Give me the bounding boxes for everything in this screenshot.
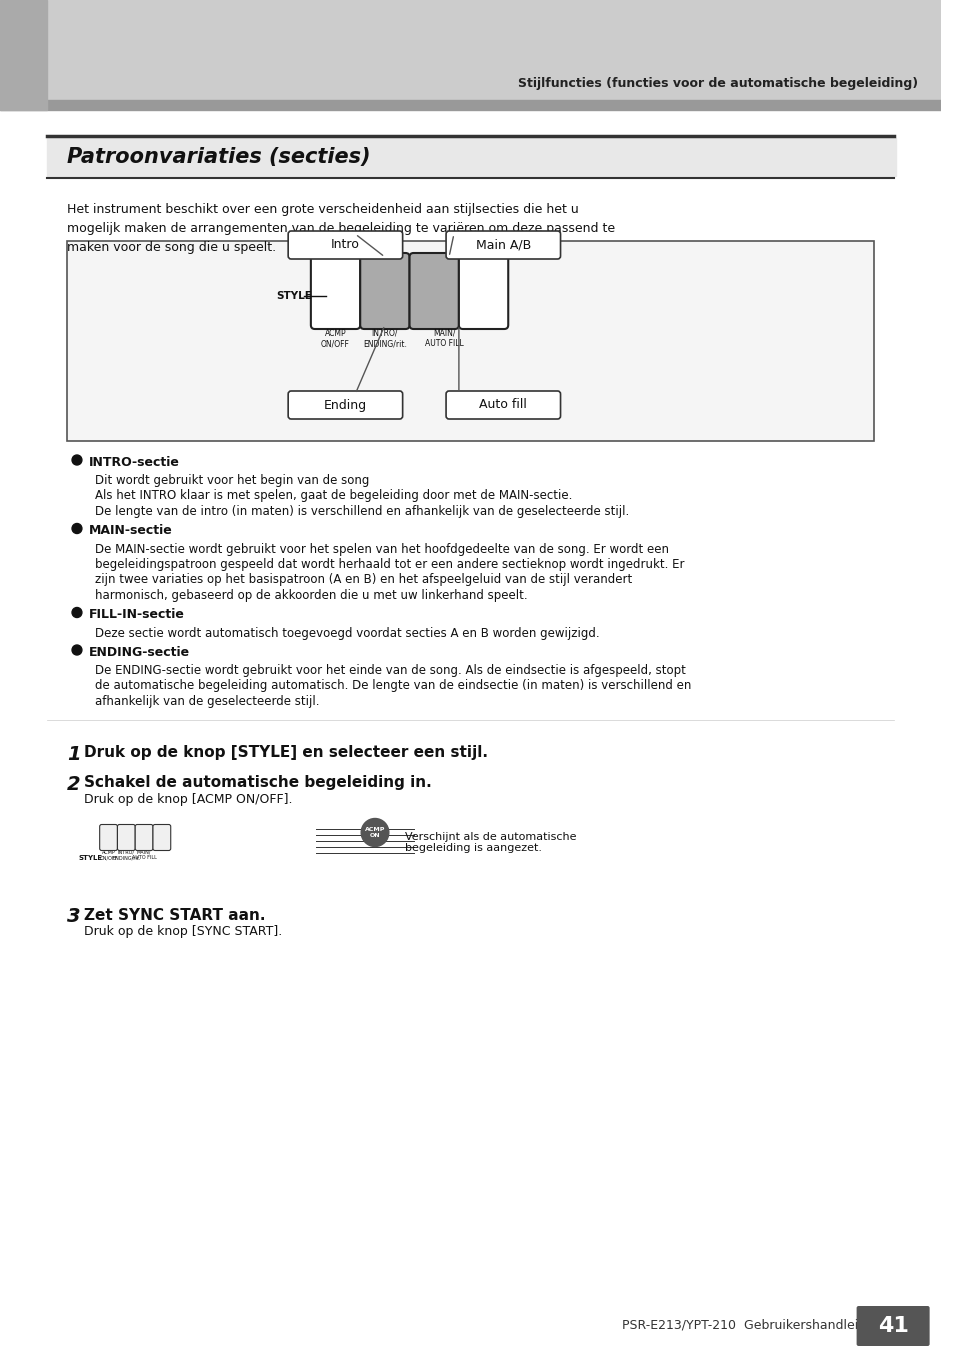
Text: STYLE: STYLE (276, 290, 312, 301)
Text: Het instrument beschikt over een grote verscheidenheid aan stijlsecties die het : Het instrument beschikt over een grote v… (67, 203, 578, 216)
FancyBboxPatch shape (856, 1306, 928, 1346)
Text: STYLE: STYLE (79, 855, 103, 862)
Text: 3: 3 (67, 908, 81, 927)
Text: Dit wordt gebruikt voor het begin van de song: Dit wordt gebruikt voor het begin van de… (94, 474, 369, 486)
Circle shape (72, 608, 82, 617)
FancyBboxPatch shape (446, 231, 560, 259)
Text: Patroonvariaties (secties): Patroonvariaties (secties) (67, 147, 370, 168)
Text: MAIN-sectie: MAIN-sectie (89, 524, 172, 538)
Text: maken voor de song die u speelt.: maken voor de song die u speelt. (67, 240, 276, 254)
FancyBboxPatch shape (117, 824, 135, 851)
Text: harmonisch, gebaseerd op de akkoorden die u met uw linkerhand speelt.: harmonisch, gebaseerd op de akkoorden di… (94, 589, 527, 603)
Text: de automatische begeleiding automatisch. De lengte van de eindsectie (in maten) : de automatische begeleiding automatisch.… (94, 680, 690, 693)
FancyBboxPatch shape (288, 390, 402, 419)
Text: De MAIN-sectie wordt gebruikt voor het spelen van het hoofdgedeelte van de song.: De MAIN-sectie wordt gebruikt voor het s… (94, 543, 668, 555)
Text: Main A/B: Main A/B (476, 239, 531, 251)
Text: Intro: Intro (331, 239, 359, 251)
Circle shape (72, 644, 82, 655)
Text: Verschijnt als de automatische
begeleiding is aangezet.: Verschijnt als de automatische begeleidi… (404, 832, 576, 854)
Text: Druk op de knop [SYNC START].: Druk op de knop [SYNC START]. (84, 925, 282, 939)
FancyBboxPatch shape (67, 240, 874, 440)
FancyBboxPatch shape (99, 824, 117, 851)
FancyBboxPatch shape (360, 253, 409, 330)
Text: ACMP
ON/OFF: ACMP ON/OFF (99, 850, 117, 861)
Text: INTRO/
ENDING/rit.: INTRO/ ENDING/rit. (362, 330, 406, 349)
Text: Deze sectie wordt automatisch toegevoegd voordat secties A en B worden gewijzigd: Deze sectie wordt automatisch toegevoegd… (94, 627, 598, 639)
Text: Schakel de automatische begeleiding in.: Schakel de automatische begeleiding in. (84, 774, 431, 789)
FancyBboxPatch shape (288, 231, 402, 259)
FancyBboxPatch shape (409, 253, 458, 330)
Text: mogelijk maken de arrangementen van de begeleiding te variëren om deze passend t: mogelijk maken de arrangementen van de b… (67, 222, 615, 235)
Circle shape (72, 455, 82, 465)
Text: INTRO/
ENDING/rit.: INTRO/ ENDING/rit. (112, 850, 140, 861)
FancyBboxPatch shape (446, 390, 560, 419)
Text: 2: 2 (67, 774, 81, 793)
Text: MAIN/
AUTO FILL: MAIN/ AUTO FILL (424, 330, 463, 349)
Text: afhankelijk van de geselecteerde stijl.: afhankelijk van de geselecteerde stijl. (94, 694, 319, 708)
Text: Stijlfuncties (functies voor de automatische begeleiding): Stijlfuncties (functies voor de automati… (517, 77, 917, 91)
Text: 41: 41 (877, 1316, 907, 1336)
Bar (0, 0, 941, 100)
Text: zijn twee variaties op het basispatroon (A en B) en het afspeelgeluid van de sti: zijn twee variaties op het basispatroon … (94, 574, 631, 586)
Text: INTRO-sectie: INTRO-sectie (89, 457, 179, 469)
Text: ENDING-sectie: ENDING-sectie (89, 646, 190, 659)
Text: De ENDING-sectie wordt gebruikt voor het einde van de song. Als de eindsectie is: De ENDING-sectie wordt gebruikt voor het… (94, 663, 685, 677)
Text: Als het INTRO klaar is met spelen, gaat de begeleiding door met de MAIN-sectie.: Als het INTRO klaar is met spelen, gaat … (94, 489, 572, 503)
Text: Druk op de knop [ACMP ON/OFF].: Druk op de knop [ACMP ON/OFF]. (84, 793, 292, 805)
Text: ACMP
ON: ACMP ON (364, 827, 385, 838)
Text: Auto fill: Auto fill (478, 399, 527, 412)
Text: begeleidingspatroon gespeeld dat wordt herhaald tot er een andere sectieknop wor: begeleidingspatroon gespeeld dat wordt h… (94, 558, 683, 571)
Bar (0, 0, 48, 109)
Text: Druk op de knop [STYLE] en selecteer een stijl.: Druk op de knop [STYLE] en selecteer een… (84, 744, 487, 759)
Text: De lengte van de intro (in maten) is verschillend en afhankelijk van de geselect: De lengte van de intro (in maten) is ver… (94, 505, 628, 517)
FancyBboxPatch shape (458, 253, 508, 330)
Bar (0, 100, 941, 109)
FancyBboxPatch shape (152, 824, 171, 851)
Text: PSR-E213/YPT-210  Gebruikershandleiding: PSR-E213/YPT-210 Gebruikershandleiding (621, 1320, 884, 1332)
Text: Zet SYNC START aan.: Zet SYNC START aan. (84, 908, 265, 923)
Circle shape (361, 819, 389, 847)
Bar (48, 138, 895, 176)
Text: FILL-IN-sectie: FILL-IN-sectie (89, 608, 185, 621)
FancyBboxPatch shape (135, 824, 152, 851)
Text: 1: 1 (67, 744, 81, 763)
FancyBboxPatch shape (311, 253, 360, 330)
Text: ACMP
ON/OFF: ACMP ON/OFF (321, 330, 350, 349)
Circle shape (72, 523, 82, 534)
Text: Ending: Ending (323, 399, 367, 412)
Text: MAIN/
AUTO FILL: MAIN/ AUTO FILL (132, 850, 156, 861)
